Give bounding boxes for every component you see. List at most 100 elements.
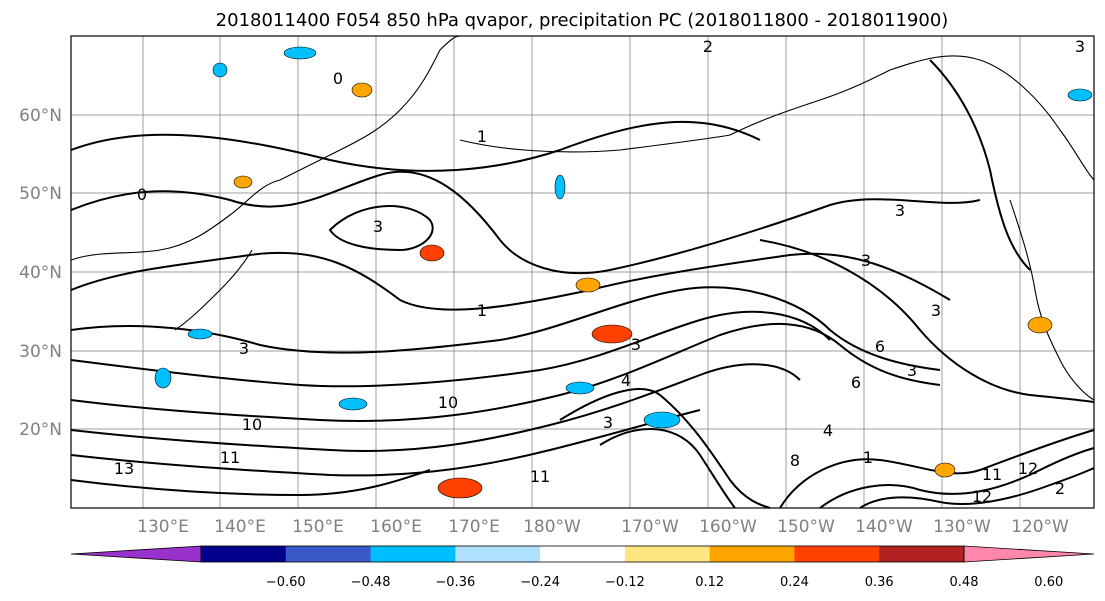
contour-label: 11 [530,467,550,486]
contour-label: 6 [875,337,885,356]
contour-label: 13 [114,459,134,478]
shading-blob [187,328,213,340]
shading-blob [1067,88,1093,102]
latitude-tick-labels: 60°N 50°N 40°N 30°N 20°N [19,106,62,440]
lon-tick-label: 170°E [448,517,500,537]
contour-label: 8 [790,451,800,470]
shading-blob [154,367,172,389]
shading-blob [419,244,445,262]
colorbar-level-label: −0.12 [605,575,645,590]
colorbar-extend-high [963,545,1095,563]
contour-label: 1 [477,127,487,146]
colorbar-segment [624,546,711,562]
contour-line [70,363,801,452]
shading-blob [212,62,228,78]
colorbar-extend-low [70,545,202,563]
lon-tick-label: 180°W [523,517,581,537]
precipitation-shading [154,46,1093,499]
shading-blob [437,477,483,499]
contour-line [559,388,771,509]
coastline-alaska [729,55,1095,181]
lat-tick-label: 30°N [19,342,62,362]
contour-label: 11 [982,465,1002,484]
contour-label: 3 [373,217,383,236]
contour-lines [70,59,1095,509]
shading-blob [1027,316,1053,334]
contour-label: 3 [861,251,871,270]
shading-blob [934,462,956,478]
lat-tick-label: 40°N [19,263,62,283]
contour-line [779,429,1095,509]
contour-line [328,205,434,252]
map-frame [70,35,1095,509]
contour-label: 4 [621,371,631,390]
colorbar-segment [794,546,880,562]
contour-line [929,59,1031,271]
colorbar-level-label: −0.48 [351,575,391,590]
coastline-japan [174,249,253,331]
shading-blob [643,411,681,429]
lon-tick-label: 130°E [137,517,189,537]
lon-tick-label: 150°W [777,517,835,537]
contour-label: 10 [242,415,262,434]
contour-label: 3 [931,301,941,320]
colorbar-level-label: 0.36 [865,575,894,590]
shading-blob [575,277,601,293]
lon-tick-label: 140°W [855,517,913,537]
shading-blob [338,397,368,411]
contour-label: 0 [333,69,343,88]
contour-label: 12 [1018,459,1038,478]
contour-label: 2 [703,37,713,56]
chart-title: 2018011400 F054 850 hPa qvapor, precipit… [216,10,949,31]
contour-label: 3 [895,201,905,220]
contour-line [599,428,736,509]
contour-label: 2 [1055,479,1065,498]
longitude-tick-labels: 130°E 140°E 150°E 160°E 170°E 180°W 170°W 160°W… [137,517,1069,537]
colorbar-level-label: 0.12 [695,575,724,590]
contour-label: 6 [851,373,861,392]
colorbar-level-label: 0.60 [1034,575,1063,590]
gridlines [71,36,1094,508]
contour-label: 3 [631,335,641,354]
contour-label: 0 [137,185,147,204]
shading-blob [554,174,566,200]
colorbar-segment [540,546,626,562]
contour-line [70,251,951,311]
colorbar [70,545,1095,563]
contour-label: 1 [477,301,487,320]
lon-tick-label: 130°W [933,517,991,537]
contour-label: 3 [1075,37,1085,56]
contour-label: 3 [603,413,613,432]
shading-blob [591,324,633,344]
lat-tick-label: 60°N [19,106,62,126]
colorbar-segment [455,546,541,562]
colorbar-segment [285,546,372,562]
contour-line [70,310,831,388]
contour-label: 11 [220,448,240,467]
contour-label: 10 [438,393,458,412]
shading-blob [233,175,253,189]
coastline-asia [70,35,461,261]
lon-tick-label: 150°E [292,517,344,537]
lat-tick-label: 50°N [19,184,62,204]
contour-label: 3 [907,361,917,380]
contour-line [70,120,761,172]
colorbar-segment [709,546,795,562]
lon-tick-label: 120°W [1011,517,1069,537]
shading-blob [565,381,595,395]
lon-tick-label: 140°E [214,517,266,537]
colorbar-segment [201,546,287,562]
contour-label: 4 [823,421,833,440]
colorbar-level-label: −0.36 [435,575,475,590]
colorbar-segment [879,546,965,562]
contour-line [70,286,941,371]
shading-blob [283,46,317,60]
contour-line [70,170,981,275]
contour-line [819,447,1095,509]
coastlines [70,35,1095,401]
colorbar-segment [370,546,456,562]
colorbar-level-label: 0.48 [950,575,979,590]
